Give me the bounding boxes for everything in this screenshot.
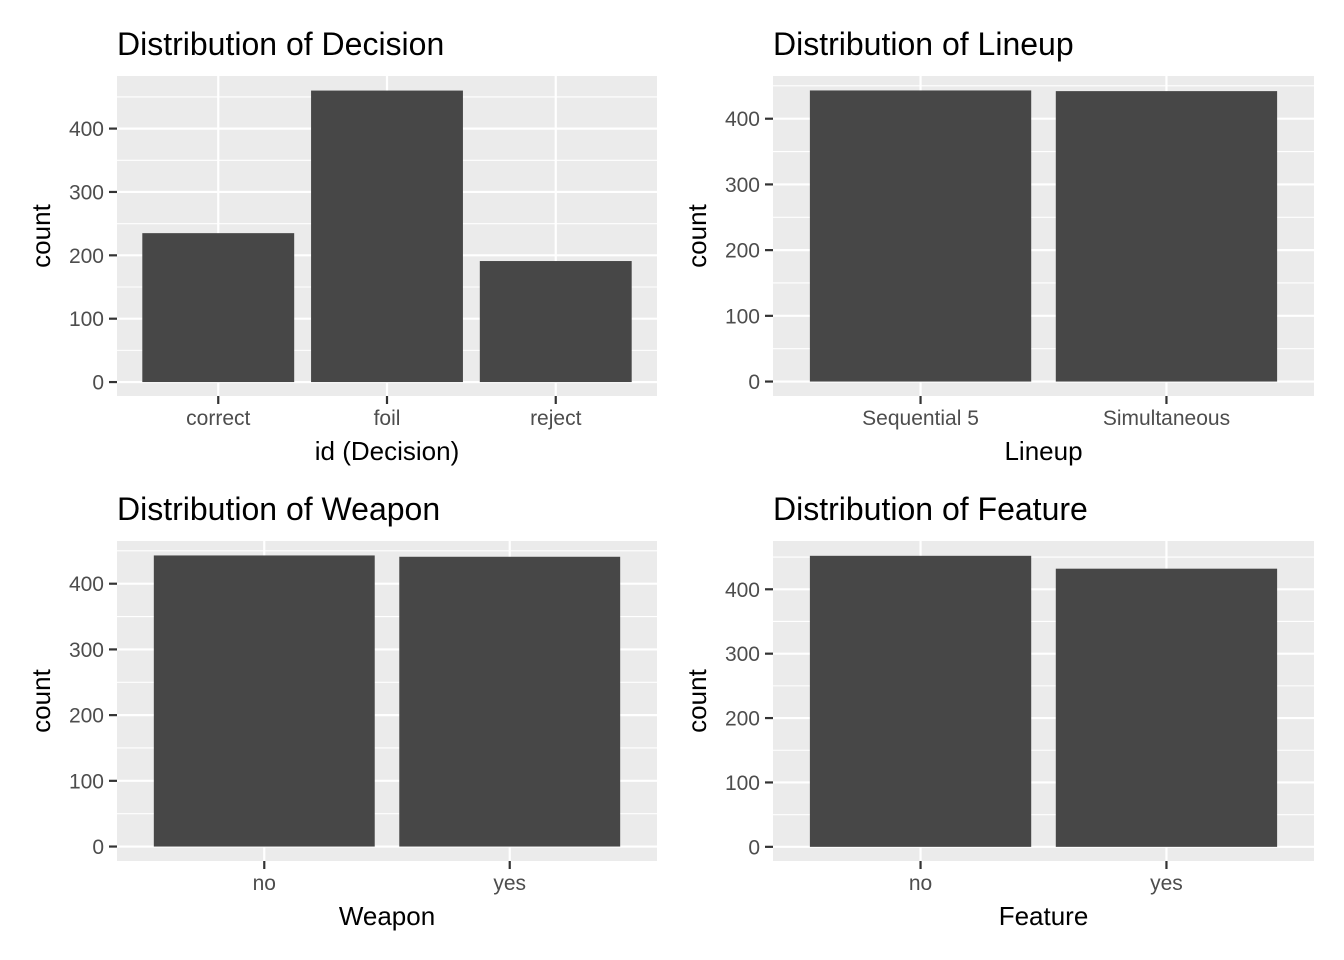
y-tick-label: 300: [69, 639, 104, 662]
chart-panel-3: 0 100 200 300 400 no yes Distribution of Weapon…: [26, 491, 657, 931]
y-tick-label: 400: [69, 118, 104, 141]
x-tick-label: Sequential 5: [862, 407, 979, 430]
chart-title: Distribution of Decision: [117, 26, 444, 62]
y-tick-label: 0: [748, 836, 760, 859]
y-tick-label: 200: [725, 708, 760, 731]
y-tick-label: 400: [725, 579, 760, 602]
y-tick-label: 100: [69, 308, 104, 331]
y-axis-title: count: [26, 668, 56, 732]
y-tick-label: 200: [69, 245, 104, 268]
bar-no: [809, 555, 1032, 847]
x-tick-label: yes: [1150, 872, 1183, 895]
y-tick-label: 100: [725, 772, 760, 795]
x-tick-label: correct: [186, 407, 250, 430]
y-tick-label: 0: [748, 371, 760, 394]
chart-panel-4: 0 100 200 300 400 no yes Distribution of Featur…: [682, 491, 1314, 931]
y-tick-label: 400: [725, 108, 760, 131]
bar-simultaneous: [1055, 91, 1278, 382]
bar-reject: [479, 261, 632, 383]
y-axis-title: count: [682, 203, 712, 267]
x-axis-title: Weapon: [339, 901, 435, 931]
x-tick-label: no: [253, 872, 276, 895]
y-axis-title: count: [26, 203, 56, 267]
x-axis-title: id (Decision): [315, 436, 460, 466]
y-tick-label: 300: [725, 174, 760, 197]
chart-panel-2: 0 100 200 300 400 Sequential 5 Simultaneous Dis…: [682, 26, 1314, 466]
chart-title: Distribution of Feature: [773, 491, 1088, 527]
bar-sequential-5: [809, 90, 1032, 382]
y-tick-label: 200: [69, 705, 104, 728]
y-tick-label: 100: [725, 305, 760, 328]
chart-title: Distribution of Lineup: [773, 26, 1074, 62]
x-tick-label: no: [909, 872, 932, 895]
y-tick-label: 200: [725, 240, 760, 263]
x-tick-label: reject: [530, 407, 582, 430]
bar-yes: [399, 556, 621, 847]
x-axis-title: Lineup: [1004, 436, 1082, 466]
y-axis-title: count: [682, 668, 712, 732]
bar-correct: [142, 233, 295, 383]
chart-panel-1: 0 100 200 300 400 correct foil reject Distributi…: [26, 26, 657, 466]
x-axis-title: Feature: [999, 901, 1089, 931]
bar-foil: [311, 90, 463, 383]
y-tick-label: 400: [69, 573, 104, 596]
y-tick-label: 100: [69, 770, 104, 793]
x-tick-label: foil: [374, 407, 401, 430]
x-tick-label: yes: [493, 872, 526, 895]
y-tick-label: 0: [92, 372, 104, 395]
y-tick-label: 300: [69, 181, 104, 204]
bar-no: [153, 555, 375, 847]
y-tick-label: 0: [92, 836, 104, 859]
y-tick-label: 300: [725, 643, 760, 666]
bar-yes: [1055, 568, 1278, 847]
chart-title: Distribution of Weapon: [117, 491, 440, 527]
x-tick-label: Simultaneous: [1103, 407, 1230, 430]
